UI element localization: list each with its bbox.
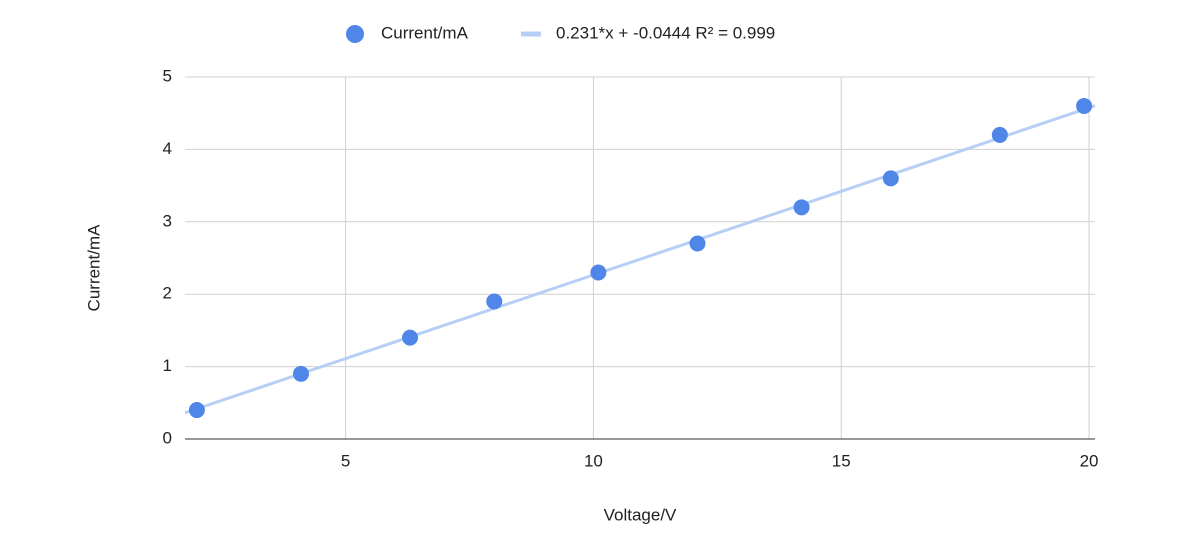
y-axis-label: Current/mA [84,224,103,312]
y-tick-label: 1 [163,356,172,375]
x-tick-label: 20 [1080,451,1099,470]
point [292,365,309,382]
point [402,329,419,346]
point [991,126,1008,143]
x-tick-label: 10 [584,451,603,470]
point [486,293,503,310]
legend-marker [346,25,364,43]
point [590,264,607,281]
trendline [184,104,1096,415]
y-tick-label: 4 [163,139,172,158]
point [188,402,205,419]
legend-label: Current/mA [381,23,469,42]
y-tick-label: 3 [163,211,172,230]
y-tick-label: 0 [163,428,172,447]
y-tick-label: 2 [163,284,172,303]
point [1076,97,1093,114]
x-tick-label: 15 [832,451,851,470]
point [882,170,899,187]
x-tick-label: 5 [341,451,350,470]
legend-label: 0.231*x + -0.0444 R² = 0.999 [556,23,775,42]
point [689,235,706,252]
y-tick-label: 5 [163,66,172,85]
point [793,199,810,216]
x-axis-label: Voltage/V [604,505,677,524]
